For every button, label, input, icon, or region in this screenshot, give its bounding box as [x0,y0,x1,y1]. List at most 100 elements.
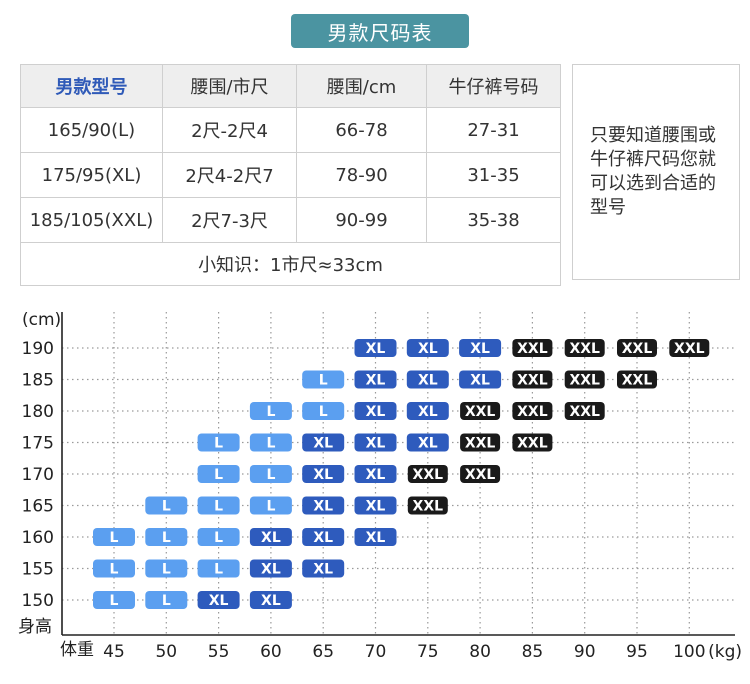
size-mark-label: L [214,467,223,483]
size-mark-xxl: XXL [669,339,710,357]
size-mark-label: XL [366,467,386,483]
size-mark-label: L [214,530,223,546]
size-mark-bg [354,496,397,515]
size-mark-xl: XL [249,591,292,609]
size-mark-xxl: XXL [564,402,605,420]
size-mark-xl: XL [302,433,345,452]
size-mark-label: L [162,562,171,578]
size-mark-bg [354,465,397,483]
y-tick-label: 165 [22,497,54,517]
size-mark-bg [302,559,345,578]
size-mark-bg [197,496,240,515]
y-axis-label: 身高 [18,617,52,637]
size-mark-xxl: XXL [460,465,501,483]
size-mark-xxl: XXL [407,496,448,515]
y-axis-unit: (cm) [22,310,61,330]
size-mark-label: XL [418,404,438,420]
size-mark-bg [564,370,605,389]
size-mark-xxl: XXL [460,402,501,420]
size-mark-l: L [93,591,135,609]
size-mark-label: XXL [517,436,548,452]
size-mark-label: L [110,593,119,609]
cell-jeans-size: 35-38 [426,197,561,243]
cell-jeans-size: 27-31 [426,107,561,153]
size-mark-l: L [145,591,188,609]
size-mark-label: XXL [465,404,496,420]
size-mark-bg [197,559,240,578]
x-tick-label: 85 [522,642,544,662]
size-mark-label: XXL [465,467,496,483]
x-tick-label: 90 [574,642,596,662]
size-mark-label: XL [418,341,438,357]
size-mark-label: XL [366,404,386,420]
size-mark-xl: XL [354,496,397,515]
y-tick-label: 180 [22,402,54,422]
size-mark-l: L [197,496,240,515]
size-mark-label: XL [261,562,281,578]
y-tick-label: 160 [22,528,54,548]
cell-model: 175/95(XL) [20,152,163,198]
cell-waist-cm: 90-99 [296,197,427,243]
chart-tick-labels: 150 155 160 165 170 175 180 185 190 45 50 55 60 65 70 7… [18,310,742,662]
size-mark-label: XXL [674,341,705,357]
size-mark-bg [460,465,501,483]
size-mark-label: L [214,499,223,515]
chart-grid [62,312,735,635]
size-mark-xxl: XXL [564,370,605,389]
size-mark-bg [302,433,345,452]
size-mark-xl: XL [354,370,397,389]
size-mark-bg [460,402,501,420]
size-mark-bg [406,433,449,452]
size-mark-l: L [302,370,345,389]
x-axis-label: 体重 [60,640,94,660]
size-mark-bg [354,339,397,357]
size-mark-xxl: XXL [512,339,553,357]
header-waist-shichi: 腰围/市尺 [162,64,297,108]
size-mark-bg [512,370,553,389]
header-waist-cm: 腰围/cm [296,64,427,108]
size-mark-bg [302,528,345,546]
size-mark-xl: XL [302,559,345,578]
cell-waist-shichi: 2尺4-2尺7 [162,152,297,198]
size-mark-xxl: XXL [617,339,657,357]
size-mark-xl: XL [354,465,397,483]
header-model: 男款型号 [20,64,163,108]
cell-jeans-size: 31-35 [426,152,561,198]
x-tick-label: 55 [208,642,230,662]
header-jeans-size: 牛仔裤号码 [426,64,561,108]
size-mark-xl: XL [354,528,397,546]
size-mark-bg [564,402,605,420]
size-mark-bg [93,559,135,578]
size-mark-l: L [249,465,292,483]
size-mark-bg [145,528,188,546]
table-header-row: 男款型号 腰围/市尺 腰围/cm 牛仔裤号码 [20,64,561,108]
size-mark-label: XL [366,373,386,389]
size-mark-label: L [214,562,223,578]
size-mark-bg [512,433,553,452]
size-mark-xl: XL [249,559,292,578]
size-mark-xxl: XXL [407,465,448,483]
size-mark-bg [302,402,345,420]
size-mark-xxl: XXL [564,339,605,357]
size-mark-l: L [197,433,240,452]
size-mark-label: L [162,530,171,546]
size-mark-l: L [197,465,240,483]
size-mark-bg [564,339,605,357]
page-title: 男款尺码表 [291,14,469,48]
cell-waist-shichi: 2尺7-3尺 [162,197,297,243]
size-mark-label: L [266,404,275,420]
x-tick-label: 45 [103,642,125,662]
size-mark-label: XL [366,530,386,546]
size-mark-bg [197,433,240,452]
y-tick-label: 175 [22,434,54,454]
size-mark-label: L [266,436,275,452]
size-mark-label: XXL [413,467,444,483]
size-mark-l: L [145,528,188,546]
size-mark-label: XL [470,373,490,389]
size-mark-xl: XL [459,370,502,389]
x-tick-label: 60 [260,642,282,662]
size-mark-label: XXL [517,341,548,357]
y-tick-label: 190 [22,339,54,359]
size-mark-xxl: XXL [512,433,553,452]
